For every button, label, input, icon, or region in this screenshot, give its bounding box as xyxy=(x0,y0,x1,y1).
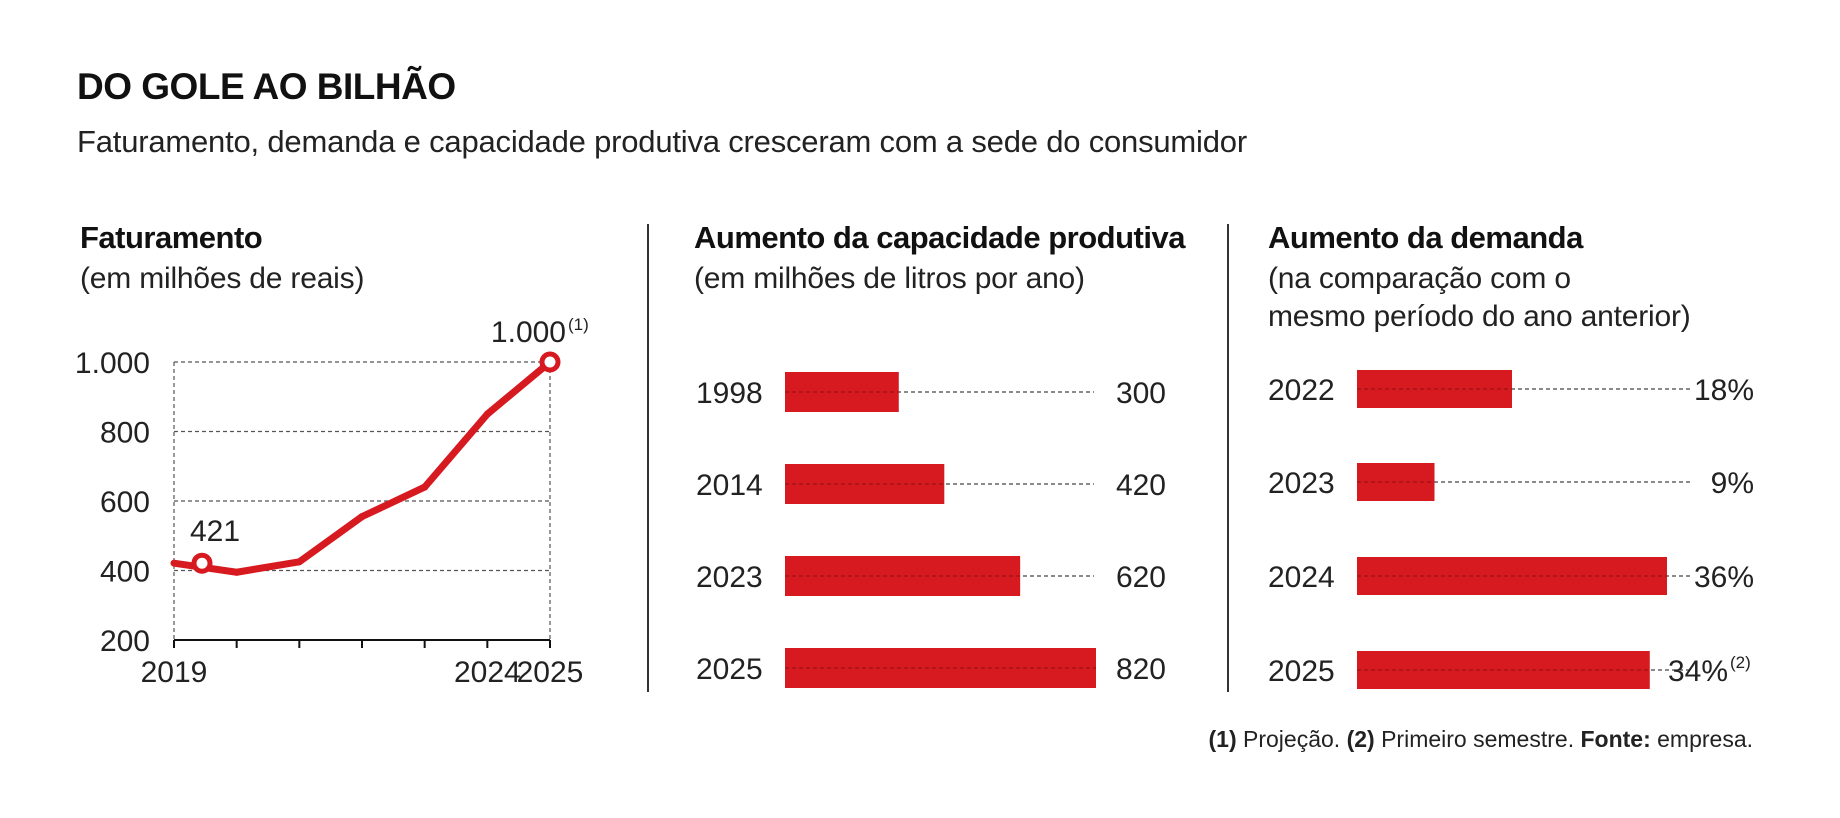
revenue-chart-title: Faturamento xyxy=(80,220,263,255)
data-point xyxy=(358,513,366,521)
y-tick-label: 200 xyxy=(100,625,150,658)
category-label: 2025 xyxy=(696,653,763,686)
capacity-chart-title: Aumento da capacidade produtiva xyxy=(694,220,1185,255)
demand-chart-subtitle-line-1: (na comparação com o xyxy=(1268,262,1571,295)
value-label: 36% xyxy=(1694,561,1754,594)
footnote-note-1-text: Projeção. xyxy=(1236,726,1347,752)
value-label: 620 xyxy=(1116,561,1166,594)
category-label: 2014 xyxy=(696,469,763,502)
category-label: 2023 xyxy=(696,561,763,594)
data-point-marker xyxy=(539,351,561,373)
value-label: 9% xyxy=(1711,467,1754,500)
footnote-note-1-marker: (1) xyxy=(1208,726,1237,752)
value-label: 18% xyxy=(1694,374,1754,407)
category-label: 2025 xyxy=(1268,655,1335,688)
x-tick-label: 2025 xyxy=(517,656,584,689)
footnote: (1) Projeção. (2) Primeiro semestre. Fon… xyxy=(1209,726,1754,753)
footnote-note-2-text: Primeiro semestre. xyxy=(1374,726,1581,752)
x-tick-label: 2019 xyxy=(141,656,208,689)
y-tick-label: 600 xyxy=(100,486,150,519)
revenue-chart-subtitle: (em milhões de reais) xyxy=(80,262,365,295)
value-label: 420 xyxy=(1116,469,1166,502)
panel-divider-2 xyxy=(1227,224,1229,692)
value-label: 34% xyxy=(1668,655,1728,688)
data-point-marker xyxy=(191,552,213,574)
data-point xyxy=(295,558,303,566)
category-label: 2024 xyxy=(1268,561,1335,594)
footnote-note-2-marker: (2) xyxy=(1346,726,1375,752)
data-point xyxy=(483,410,491,418)
value-label: 300 xyxy=(1116,377,1166,410)
last-value-label: 1.000 xyxy=(491,316,566,349)
demand-bar xyxy=(1357,651,1650,689)
page-subtitle: Faturamento, demanda e capacidade produt… xyxy=(77,124,1247,159)
y-tick-label: 1.000 xyxy=(75,347,150,380)
page-title: DO GOLE AO BILHÃO xyxy=(77,66,456,107)
data-point xyxy=(421,483,429,491)
last-value-note: (1) xyxy=(568,315,589,334)
demand-bar-chart: 2022 18% 2023 9% 2024 36% 2025 34% (2) xyxy=(1268,370,1754,689)
value-note: (2) xyxy=(1730,653,1751,672)
category-label: 2022 xyxy=(1268,374,1335,407)
demand-chart-subtitle-line-2: mesmo período do ano anterior) xyxy=(1268,300,1691,333)
capacity-chart-subtitle: (em milhões de litros por ano) xyxy=(694,262,1085,295)
data-point xyxy=(233,568,241,576)
footnote-source-text: empresa. xyxy=(1650,726,1753,752)
category-label: 1998 xyxy=(696,377,763,410)
y-tick-label: 800 xyxy=(100,417,150,450)
x-tick-label: 2024 xyxy=(454,656,521,689)
y-tick-label: 400 xyxy=(100,556,150,589)
first-value-label: 421 xyxy=(190,515,240,548)
footnote-source-label: Fonte: xyxy=(1580,726,1651,752)
capacity-bar-chart: 1998 300 2014 420 2023 620 2025 820 xyxy=(696,372,1166,688)
capacity-bar xyxy=(785,556,1021,596)
value-label: 820 xyxy=(1116,653,1166,686)
category-label: 2023 xyxy=(1268,467,1335,500)
demand-chart-title: Aumento da demanda xyxy=(1268,220,1583,255)
panel-divider-1 xyxy=(647,224,649,692)
